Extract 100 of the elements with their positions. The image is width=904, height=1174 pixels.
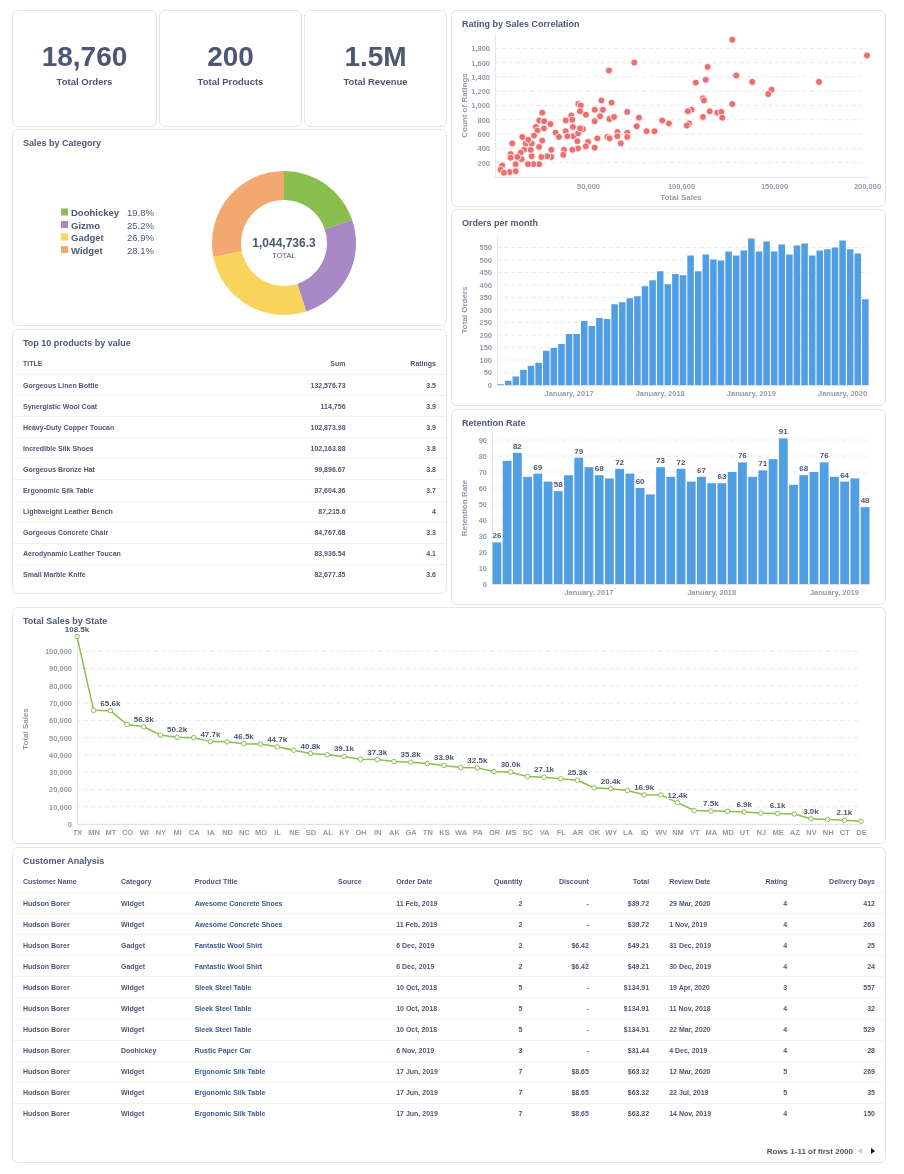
legend-label: Gizmo bbox=[71, 219, 101, 231]
point bbox=[724, 808, 731, 814]
data-label: 16.9k bbox=[634, 782, 655, 792]
text: Rows 1-11 of first 2000 bbox=[766, 1147, 853, 1156]
data-label: 33.9k bbox=[433, 753, 455, 763]
y-axis-title: Total Orders bbox=[460, 285, 469, 334]
text: Customer Analysis bbox=[23, 856, 105, 866]
legend-label: Doohickey bbox=[71, 207, 120, 218]
point bbox=[824, 816, 831, 823]
point bbox=[608, 786, 614, 792]
bar bbox=[492, 542, 502, 584]
data-label: 39.1k bbox=[333, 744, 355, 754]
data-label: 63 bbox=[717, 472, 727, 482]
chart-title: Rating by Sales Correlation bbox=[462, 19, 580, 29]
data-label: 2.1k bbox=[836, 808, 853, 818]
chart-title: Sales by Category bbox=[23, 138, 102, 148]
point bbox=[341, 753, 347, 760]
data-label: 28.1% bbox=[127, 244, 155, 256]
data-label: 67 bbox=[697, 465, 707, 475]
point bbox=[841, 817, 848, 824]
data-label: 79 bbox=[574, 446, 584, 456]
data-label: 91 bbox=[778, 427, 789, 437]
donut-slice bbox=[213, 251, 307, 315]
point bbox=[107, 707, 114, 714]
data-label: 46.5k bbox=[233, 731, 255, 741]
point bbox=[274, 744, 280, 750]
data-label: 40.8k bbox=[300, 741, 322, 751]
data-label: 37.3k bbox=[367, 747, 388, 757]
point bbox=[708, 808, 714, 814]
data-label: 30.0k bbox=[500, 760, 522, 770]
point bbox=[691, 807, 697, 814]
point bbox=[291, 747, 297, 753]
text: 1.5M bbox=[343, 41, 408, 73]
data-label: 65.6k bbox=[100, 698, 121, 708]
point bbox=[241, 740, 247, 747]
data-label: 68 bbox=[594, 464, 605, 474]
point bbox=[257, 741, 264, 747]
point bbox=[741, 809, 747, 815]
data-label: 19.8% bbox=[127, 207, 155, 218]
point bbox=[641, 792, 647, 798]
bar bbox=[676, 468, 686, 584]
data-label: 69 bbox=[533, 462, 543, 472]
point bbox=[324, 751, 330, 758]
data-label: 35.8k bbox=[400, 750, 422, 760]
point bbox=[424, 760, 431, 767]
point bbox=[858, 818, 864, 824]
data-label: 26 bbox=[492, 531, 502, 541]
data-label: 26.9% bbox=[127, 232, 155, 243]
data-label: 68 bbox=[799, 464, 809, 474]
y-axis-title: Total Sales bbox=[21, 707, 30, 750]
bar bbox=[635, 488, 645, 584]
point bbox=[507, 769, 514, 775]
data-label: 76 bbox=[737, 451, 748, 461]
point bbox=[474, 765, 481, 771]
data-label: 73 bbox=[656, 456, 666, 466]
text: Total Products bbox=[196, 76, 265, 87]
data-label: 60 bbox=[635, 477, 646, 486]
point bbox=[624, 787, 631, 794]
point bbox=[441, 762, 447, 769]
point bbox=[140, 724, 147, 730]
point bbox=[491, 768, 497, 775]
point bbox=[774, 810, 781, 817]
data-label: 71 bbox=[758, 459, 768, 469]
point bbox=[224, 739, 230, 745]
y-axis-title: Retention Rate bbox=[460, 479, 469, 537]
point bbox=[758, 810, 764, 816]
point bbox=[674, 799, 681, 806]
legend-label: Gadget bbox=[71, 232, 105, 243]
donut-slice bbox=[284, 171, 353, 230]
point bbox=[174, 734, 180, 741]
bar bbox=[809, 472, 819, 584]
point bbox=[591, 784, 597, 791]
chart-title: Orders per month bbox=[462, 218, 539, 228]
data-label: 25.2% bbox=[127, 219, 155, 231]
data-label: 20.4k bbox=[600, 776, 622, 786]
text: 1,044,736.3 bbox=[252, 236, 317, 250]
point bbox=[207, 738, 214, 745]
data-label: 3.0k bbox=[803, 806, 820, 816]
point bbox=[74, 633, 80, 640]
chart-title: Total Sales by State bbox=[23, 616, 108, 626]
data-label: 72 bbox=[615, 457, 625, 467]
point bbox=[557, 775, 564, 782]
data-label: 6.9k bbox=[736, 800, 753, 810]
point bbox=[574, 777, 581, 784]
point bbox=[541, 774, 547, 780]
data-label: 82 bbox=[512, 441, 523, 451]
point bbox=[124, 721, 130, 728]
point bbox=[407, 759, 414, 765]
data-label: 76 bbox=[819, 451, 830, 461]
y-axis-title: Count of Ratings bbox=[460, 72, 469, 138]
bar bbox=[584, 467, 594, 584]
point bbox=[791, 811, 798, 817]
point bbox=[374, 756, 381, 763]
data-label: 7.5k bbox=[703, 799, 720, 809]
bar bbox=[717, 483, 727, 584]
point bbox=[157, 732, 164, 738]
data-label: 6.1k bbox=[769, 801, 786, 811]
point bbox=[808, 816, 814, 822]
text: Top 10 products by value bbox=[23, 338, 131, 348]
data-label: 64 bbox=[840, 470, 850, 480]
